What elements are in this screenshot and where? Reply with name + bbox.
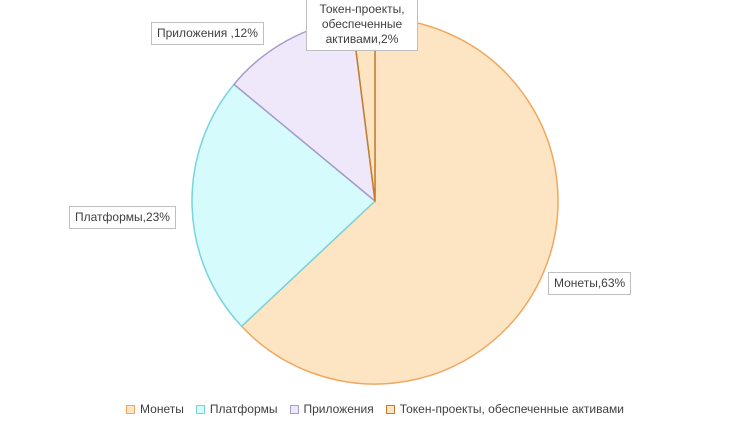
legend-item-platforms: Платформы xyxy=(195,402,278,416)
legend-swatch-icon xyxy=(195,404,205,414)
data-label-platforms: Платформы,23% xyxy=(69,206,176,229)
legend-swatch-icon xyxy=(385,404,395,414)
legend-label: Платформы xyxy=(209,402,278,416)
legend-swatch-icon xyxy=(289,404,299,414)
data-label-applications: Приложения ,12% xyxy=(151,22,264,45)
legend: Монеты Платформы Приложения Токен-проект… xyxy=(0,402,750,416)
data-label-coins: Монеты,63% xyxy=(548,272,632,295)
legend-label: Монеты xyxy=(140,402,184,416)
slice-coins xyxy=(240,17,559,385)
legend-label: Приложения xyxy=(303,402,374,416)
legend-label: Токен-проекты, обеспеченные активами xyxy=(399,402,624,416)
legend-item-coins: Монеты xyxy=(126,402,184,416)
data-label-asset-backed-tokens: Токен-проекты, обеспеченные активами,2% xyxy=(306,0,418,51)
legend-item-asset-backed-tokens: Токен-проекты, обеспеченные активами xyxy=(385,402,624,416)
legend-item-applications: Приложения xyxy=(289,402,374,416)
legend-swatch-icon xyxy=(126,404,136,414)
slice-platforms xyxy=(191,83,377,328)
